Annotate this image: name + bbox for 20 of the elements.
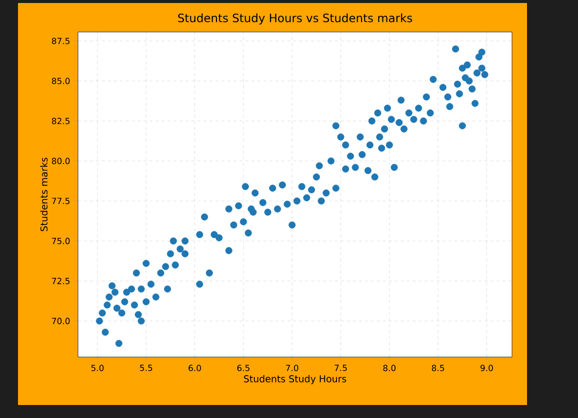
x-tick-label: 8.5 [432, 364, 444, 372]
x-tick-label: 7.0 [286, 364, 298, 372]
y-tick-label: 75.0 [52, 238, 70, 244]
chart-title: Students Study Hours vs Students marks [178, 13, 412, 24]
x-axis-title: Students Study Hours [244, 375, 346, 384]
x-tick-label: 6.0 [188, 364, 201, 372]
x-tick-label: 5.5 [140, 364, 152, 372]
y-tick-label: 87.5 [52, 38, 70, 44]
y-tick-label: 85.0 [52, 78, 70, 84]
y-tick-label: 72.5 [52, 278, 70, 284]
y-tick-label: 70.0 [52, 318, 70, 324]
y-tick-label: 82.5 [52, 118, 70, 124]
y-tick-label: 77.5 [52, 198, 70, 204]
x-tick-label: 8.0 [383, 364, 396, 372]
y-tick-label: 80.0 [52, 158, 70, 164]
y-axis-title: Students marks [40, 158, 48, 232]
x-tick-label: 5.0 [91, 364, 104, 372]
x-tick-label: 9.0 [480, 364, 493, 372]
x-tick-label: 6.5 [237, 364, 250, 372]
x-tick-label: 7.5 [334, 364, 347, 372]
